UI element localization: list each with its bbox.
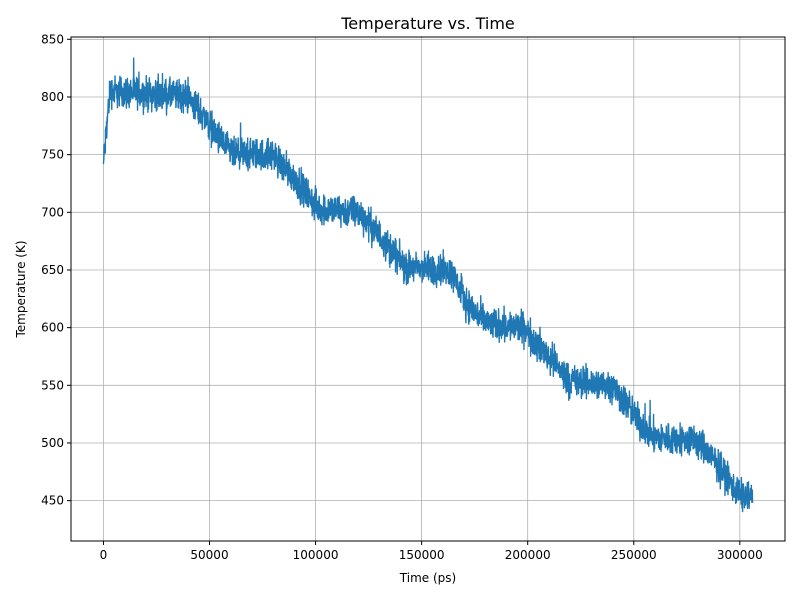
data-series: [102, 57, 754, 513]
plot-frame: [70, 36, 786, 542]
y-tick-label: 500: [41, 436, 64, 450]
temperature-series-line: [102, 57, 754, 513]
x-tick-label: 150000: [399, 548, 445, 562]
x-tick-label: 0: [100, 548, 108, 562]
y-tick-label: 550: [41, 378, 64, 392]
y-tick-label: 700: [41, 205, 64, 219]
x-tick-label: 50000: [190, 548, 228, 562]
grid-lines: [71, 37, 785, 541]
x-tick-label: 300000: [717, 548, 763, 562]
y-axis-label: Temperature (K): [14, 240, 28, 338]
y-tick-label: 800: [41, 90, 64, 104]
y-tick-label: 600: [41, 321, 64, 335]
x-tick-label: 200000: [505, 548, 551, 562]
y-tick-label: 650: [41, 263, 64, 277]
y-tick-label: 450: [41, 494, 64, 508]
chart-title: Temperature vs. Time: [340, 14, 515, 33]
axis-ticks: 0 50000 100000 150000 200000 250000 300000 450 5…: [41, 32, 763, 562]
x-tick-label: 100000: [293, 548, 339, 562]
y-tick-label: 750: [41, 148, 64, 162]
y-tick-label: 850: [41, 32, 64, 46]
x-axis-label: Time (ps): [399, 571, 456, 585]
x-tick-label: 250000: [611, 548, 657, 562]
